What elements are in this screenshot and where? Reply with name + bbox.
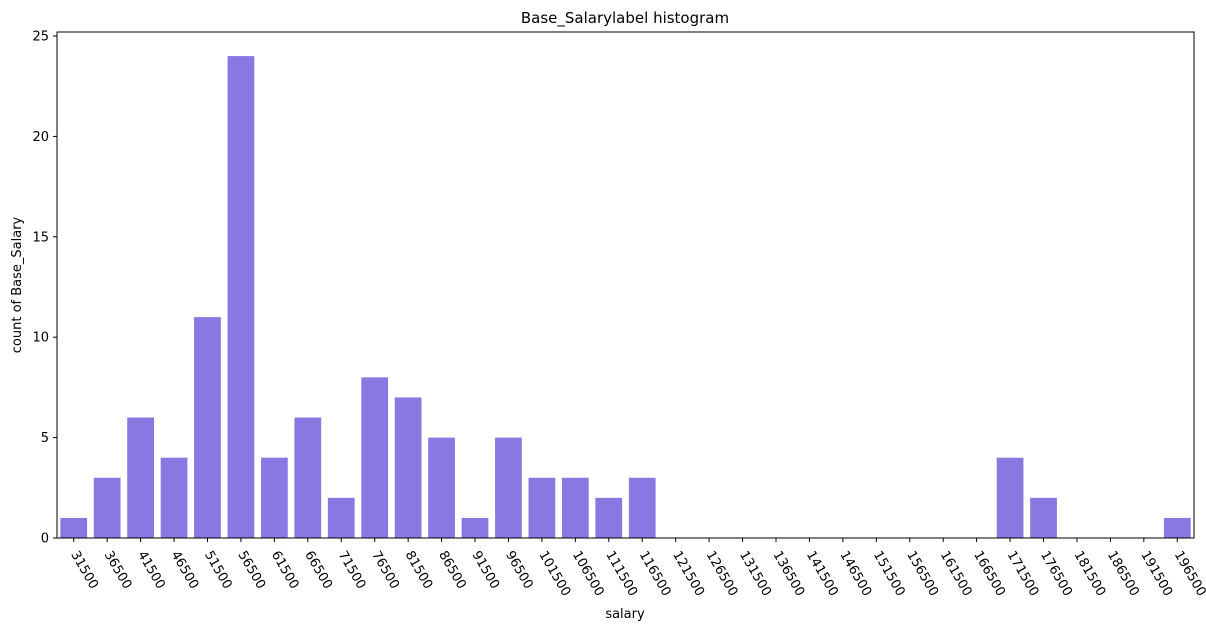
x-tick-label: 51500 — [201, 549, 235, 592]
x-axis-label: salary — [605, 607, 645, 622]
bar-176500 — [1030, 497, 1057, 538]
x-tick-label: 61500 — [268, 549, 302, 592]
x-tick-label: 186500 — [1104, 549, 1142, 599]
y-tick-label: 5 — [41, 431, 49, 446]
bar-91500 — [461, 517, 489, 538]
x-tick-label: 181500 — [1070, 549, 1108, 599]
x-tick-label: 71500 — [335, 549, 369, 592]
x-tick-label: 36500 — [101, 549, 135, 592]
x-tick-label: 66500 — [301, 549, 335, 592]
bar-106500 — [561, 477, 589, 538]
x-tick-label: 136500 — [770, 549, 808, 599]
x-tick-label: 141500 — [803, 549, 841, 599]
bar-111500 — [595, 497, 623, 538]
bar-86500 — [428, 437, 455, 538]
x-tick-label: 196500 — [1171, 549, 1206, 599]
y-tick-label: 0 — [41, 532, 49, 547]
x-tick-label: 56500 — [234, 549, 268, 592]
bar-61500 — [260, 457, 288, 538]
x-tick-label: 171500 — [1004, 549, 1042, 599]
x-tick-label: 151500 — [870, 549, 908, 599]
x-tick-label: 111500 — [602, 549, 640, 599]
bar-66500 — [294, 417, 322, 538]
bar-76500 — [361, 377, 389, 538]
x-tick-label: 126500 — [703, 549, 741, 599]
x-tick-label: 91500 — [469, 549, 503, 592]
bar-196500 — [1163, 517, 1191, 538]
bars-group — [60, 56, 1191, 538]
bar-36500 — [93, 477, 121, 538]
y-tick-label: 20 — [32, 130, 49, 145]
x-tick-label: 106500 — [569, 549, 607, 599]
bar-31500 — [60, 517, 88, 538]
x-tick-label: 121500 — [669, 549, 707, 599]
y-axis-label: count of Base_Salary — [10, 216, 25, 353]
y-tick-label: 15 — [32, 230, 49, 245]
x-tick-label: 81500 — [402, 549, 436, 592]
x-tick-label: 191500 — [1137, 549, 1175, 599]
bar-56500 — [227, 56, 255, 538]
bar-116500 — [628, 477, 656, 538]
x-tick-label: 116500 — [636, 549, 674, 599]
bar-81500 — [394, 397, 422, 538]
x-tick-label: 161500 — [937, 549, 975, 599]
bar-71500 — [327, 497, 355, 538]
y-tick-label: 25 — [32, 30, 49, 45]
bar-101500 — [528, 477, 556, 538]
x-tick-label: 156500 — [903, 549, 941, 599]
x-tick-label: 41500 — [134, 549, 168, 592]
x-tick-label: 131500 — [736, 549, 774, 599]
bar-51500 — [194, 317, 221, 538]
bar-46500 — [160, 457, 188, 538]
y-axis: 0 5 10 15 20 25 — [32, 30, 57, 547]
x-tick-label: 101500 — [535, 549, 573, 599]
x-tick-label: 166500 — [970, 549, 1008, 599]
x-tick-label: 31500 — [67, 549, 101, 592]
plot-frame — [56, 31, 1195, 539]
x-tick-label: 96500 — [502, 549, 536, 592]
x-tick-label: 76500 — [368, 549, 402, 592]
x-tick-label: 46500 — [168, 549, 202, 592]
x-tick-label: 86500 — [435, 549, 469, 592]
x-tick-label: 146500 — [836, 549, 874, 599]
x-axis: 31500 36500 41500 46500 51500 56500 61500 66500… — [67, 538, 1206, 599]
bar-96500 — [495, 437, 522, 538]
chart-title: Base_Salarylabel histogram — [521, 9, 729, 28]
x-tick-label: 176500 — [1037, 549, 1075, 599]
y-tick-label: 10 — [32, 331, 49, 346]
bar-171500 — [996, 457, 1024, 538]
bar-41500 — [127, 417, 154, 538]
